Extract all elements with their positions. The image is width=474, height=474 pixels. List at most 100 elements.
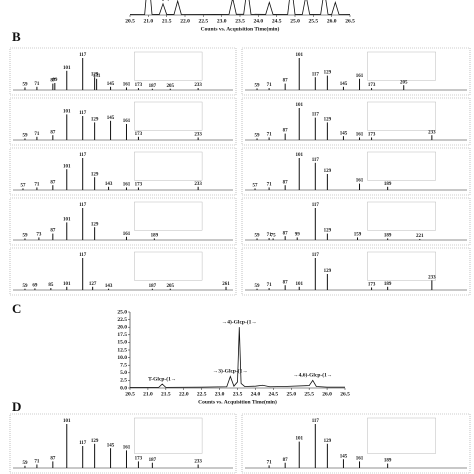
y-tick-label: 5.0 xyxy=(120,370,127,376)
peak-label: 131 xyxy=(93,74,101,79)
y-tick-label: 2.5 xyxy=(120,378,127,384)
peak-label: 117 xyxy=(312,72,320,77)
peak-label: 101 xyxy=(295,437,303,442)
peak-label: 101 xyxy=(63,218,71,223)
x-tick-label: 22.5 xyxy=(199,18,209,24)
x-tick-label: 23.0 xyxy=(215,391,225,397)
x-tick-label: 24.5 xyxy=(272,18,282,24)
peak-annotation: T-Galp-(1→ xyxy=(149,0,178,2)
peak-label: 129 xyxy=(324,71,332,76)
spectrum-frame xyxy=(241,197,471,246)
peak-label: 187 xyxy=(149,84,157,89)
x-tick-label: 20.5 xyxy=(125,391,135,397)
spectrum-frame xyxy=(241,247,471,296)
structure-box xyxy=(367,201,436,231)
y-tick-label: 12.5 xyxy=(117,347,127,353)
peak-label: 101 xyxy=(63,282,71,287)
peak-annotation: →4,6)-Glcp-(1→ xyxy=(293,372,332,379)
peak-label: 145 xyxy=(340,131,348,136)
peak-label: 129 xyxy=(324,269,332,274)
peak-label: 87 xyxy=(50,229,56,234)
peak-label: 71 xyxy=(34,132,40,137)
peak-label: 173 xyxy=(135,183,143,188)
peak-label: 189 xyxy=(151,234,159,239)
peak-label: 71 xyxy=(267,461,273,466)
peak-label: 89 xyxy=(52,78,58,83)
spectrum-frame xyxy=(9,413,237,474)
peak-label: 117 xyxy=(79,441,87,446)
x-tick-label: 24.5 xyxy=(269,391,279,397)
peak-label: 101 xyxy=(63,110,71,115)
peak-label: 129 xyxy=(91,439,99,444)
peak-label: 187 xyxy=(149,284,157,289)
x-tick-label: 22.0 xyxy=(179,391,189,397)
structure-box xyxy=(134,201,203,231)
x-tick-label: 23.5 xyxy=(235,18,245,24)
peak-label: 129 xyxy=(324,229,332,234)
peak-label: 87 xyxy=(283,129,289,134)
peak-label: 233 xyxy=(428,276,436,281)
x-tick-label: 21.0 xyxy=(144,18,154,24)
peak-label: 161 xyxy=(356,179,364,184)
peak-label: 233 xyxy=(194,182,202,187)
y-tick-label: 7.5 xyxy=(120,362,127,368)
peak-label: 205 xyxy=(167,284,175,289)
peak-label: 161 xyxy=(123,446,131,451)
peak-label: 145 xyxy=(340,82,348,87)
y-tick-label: 10.0 xyxy=(117,355,127,361)
peak-label: 129 xyxy=(91,172,99,177)
peak-label: 143 xyxy=(105,182,113,187)
peak-label: 59 xyxy=(22,234,28,239)
spectrum-frame xyxy=(241,47,471,96)
x-tick-label: 22.0 xyxy=(180,18,190,24)
peak-label: 173 xyxy=(135,457,143,462)
peak-label: 145 xyxy=(107,443,115,448)
peak-label: 71 xyxy=(267,183,273,188)
peak-label: 117 xyxy=(312,253,320,258)
structure-box xyxy=(367,151,436,181)
peak-label: 117 xyxy=(79,111,87,116)
peak-label: 59 xyxy=(255,134,261,139)
peak-label: 205 xyxy=(167,84,175,89)
peak-label: 71 xyxy=(267,233,273,238)
spectrum-frame xyxy=(241,147,471,196)
peak-label: 69 xyxy=(32,284,38,289)
peak-label: 117 xyxy=(312,203,320,208)
peak-label: 71 xyxy=(267,133,273,138)
peak-annotation: →3)-Glcp-(1→ xyxy=(213,368,248,375)
peak-label: 101 xyxy=(63,66,71,71)
x-tick-label: 26.0 xyxy=(322,391,332,397)
peak-label: 85 xyxy=(48,283,54,288)
peak-label: 145 xyxy=(107,116,115,121)
panel-label: B xyxy=(12,29,21,44)
spectrum-frame xyxy=(241,413,471,474)
peak-label: 87 xyxy=(50,79,56,84)
peak-label: 129 xyxy=(324,118,332,123)
peak-label: 71 xyxy=(34,460,40,465)
peak-label: 87 xyxy=(283,280,289,285)
x-tick-label: 22.5 xyxy=(197,391,207,397)
peak-label: 233 xyxy=(194,83,202,88)
peak-label: 117 xyxy=(79,153,87,158)
peak-label: 129 xyxy=(91,118,99,123)
peak-label: 221 xyxy=(416,234,424,239)
peak-label: 161 xyxy=(123,183,131,188)
panel-label: C xyxy=(12,301,21,316)
peak-label: 59 xyxy=(255,234,261,239)
peak-label: 87 xyxy=(50,457,56,462)
chromatogram xyxy=(130,327,345,388)
structure-box xyxy=(367,101,436,131)
peak-label: 59 xyxy=(22,461,28,466)
peak-label: 71 xyxy=(34,183,40,188)
peak-label: 189 xyxy=(384,182,392,187)
structure-box xyxy=(134,251,203,281)
peak-label: 173 xyxy=(135,132,143,137)
peak-label: 87 xyxy=(283,79,289,84)
peak-label: 161 xyxy=(356,133,364,138)
x-tick-label: 23.5 xyxy=(233,391,243,397)
peak-label: 59 xyxy=(22,134,28,139)
peak-label: 117 xyxy=(312,113,320,118)
spectrum-frame xyxy=(9,147,237,196)
